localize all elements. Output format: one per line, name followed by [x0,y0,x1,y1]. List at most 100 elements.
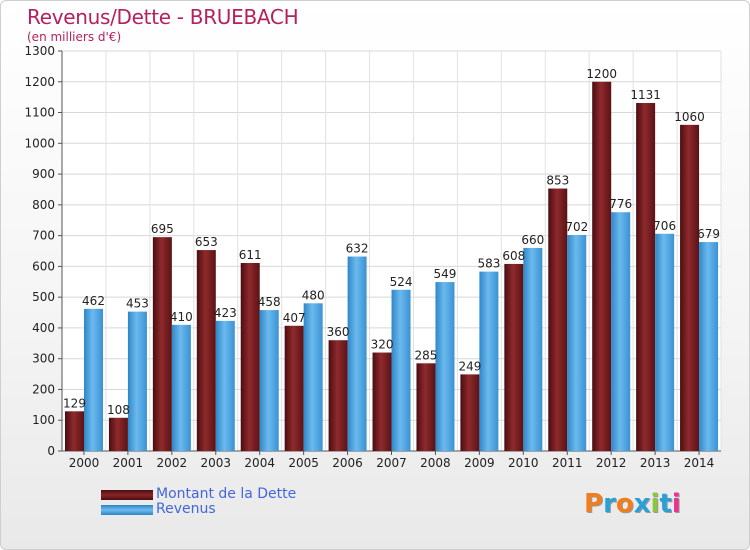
x-tick-label: 2008 [420,456,451,470]
logo-letter: t [659,489,672,519]
bar-revenue [699,242,719,451]
bar-revenue [523,247,543,451]
data-label-debt: 1060 [674,110,705,124]
bar-debt [328,340,348,451]
y-tick-label: 1300 [24,44,55,58]
data-label-debt: 360 [327,325,350,339]
bar-debt [592,81,612,452]
chart-title: Revenus/Dette - BRUEBACH [27,5,299,29]
data-label-debt: 853 [546,174,569,188]
data-label-debt: 129 [63,396,86,410]
legend-label-debt: Montant de la Dette [156,486,297,502]
data-label-debt: 285 [415,348,438,362]
y-tick-label: 0 [47,444,55,458]
bar-revenue [84,308,103,451]
logo-letter: o [615,489,634,519]
x-tick-label: 2009 [464,456,495,470]
data-label-debt: 407 [283,311,306,325]
x-tick-label: 2004 [244,456,275,470]
y-tick-label: 1100 [24,106,55,120]
data-label-debt: 108 [107,403,130,417]
data-label-debt: 653 [195,235,218,249]
bar-revenue [567,235,587,451]
bar-debt [416,363,436,451]
x-tick-label: 2000 [69,456,100,470]
data-label-debt: 695 [151,222,174,236]
data-label-revenue: 462 [82,294,105,308]
bar-debt [108,417,128,451]
x-tick-label: 2001 [113,456,144,470]
data-label-revenue: 423 [214,306,237,320]
data-label-revenue: 706 [653,219,676,233]
data-label-debt: 1200 [586,67,617,81]
bar-revenue [347,256,367,451]
bar-revenue [391,289,411,451]
logo-letter: P [584,489,604,519]
x-tick-label: 2006 [332,456,363,470]
logo-letter: i [671,489,681,519]
data-label-revenue: 524 [390,275,413,289]
x-tick-label: 2013 [640,456,671,470]
x-tick-label: 2007 [376,456,407,470]
data-label-debt: 320 [371,338,394,352]
legend-swatch-debt [101,490,153,500]
legend-swatch-revenue [101,505,153,515]
legend-label-revenue: Revenus [156,501,216,517]
x-tick-label: 2010 [508,456,539,470]
bar-revenue [611,212,631,451]
bar-debt [196,250,216,451]
data-label-debt: 249 [458,359,481,373]
bar-revenue [655,233,675,451]
bar-revenue [479,271,499,451]
data-label-debt: 608 [502,249,525,263]
data-label-revenue: 458 [258,295,281,309]
data-label-revenue: 776 [609,197,632,211]
y-tick-label: 500 [32,290,55,304]
proxiti-logo: Proxiti [584,489,681,519]
chart-subtitle: (en milliers d'€) [27,30,122,44]
bar-debt [680,124,700,451]
y-tick-label: 100 [32,413,55,427]
x-tick-label: 2011 [552,456,583,470]
data-label-revenue: 410 [170,310,193,324]
data-label-revenue: 549 [434,267,457,281]
bar-debt [548,188,568,452]
data-label-revenue: 453 [126,297,149,311]
data-label-revenue: 660 [521,233,544,247]
bar-debt [240,263,260,451]
bar-revenue [171,324,191,451]
bar-revenue [127,311,147,451]
data-label-revenue: 679 [697,227,720,241]
bar-debt [504,263,524,451]
logo-letter: r [603,489,616,519]
data-label-revenue: 632 [346,242,369,256]
bar-revenue [215,320,235,451]
bar-debt [152,237,172,451]
x-tick-label: 2012 [596,456,627,470]
y-tick-label: 200 [32,382,55,396]
y-tick-label: 600 [32,259,55,273]
data-label-revenue: 702 [565,220,588,234]
y-tick-label: 900 [32,167,55,181]
x-tick-label: 2005 [288,456,319,470]
x-tick-label: 2014 [684,456,715,470]
bar-revenue [303,303,323,451]
data-label-revenue: 583 [477,257,500,271]
logo-letter: x [633,489,651,519]
y-tick-label: 400 [32,321,55,335]
logo-letter: i [650,489,660,519]
data-label-debt: 1131 [630,88,661,102]
bar-debt [460,374,480,451]
y-tick-label: 700 [32,229,55,243]
data-label-revenue: 480 [302,288,325,302]
x-tick-label: 2002 [157,456,188,470]
bar-revenue [435,282,455,451]
y-tick-label: 300 [32,352,55,366]
x-tick-label: 2003 [200,456,231,470]
bar-revenue [259,310,279,451]
bar-debt [65,411,84,451]
y-tick-label: 1000 [24,136,55,150]
y-tick-label: 1200 [24,75,55,89]
